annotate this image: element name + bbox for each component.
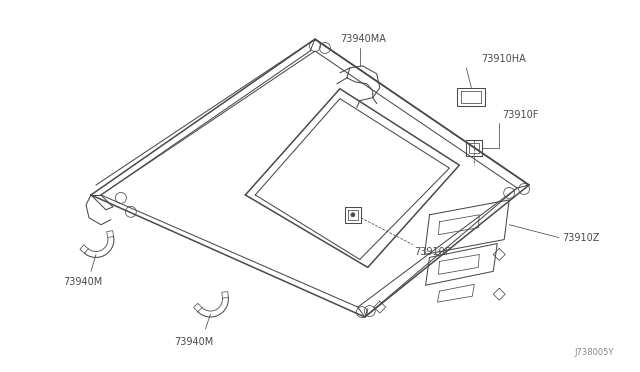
Text: 73940M: 73940M [63,277,102,287]
Circle shape [351,213,355,217]
Text: 73910Z: 73910Z [562,232,599,243]
Text: 73940MA: 73940MA [340,34,386,44]
Text: 73940M: 73940M [175,337,214,347]
Text: 73910F: 73910F [502,110,539,121]
Text: 73910F: 73910F [415,247,451,257]
Text: 73910HA: 73910HA [481,54,526,64]
Text: J738005Y: J738005Y [574,348,614,357]
